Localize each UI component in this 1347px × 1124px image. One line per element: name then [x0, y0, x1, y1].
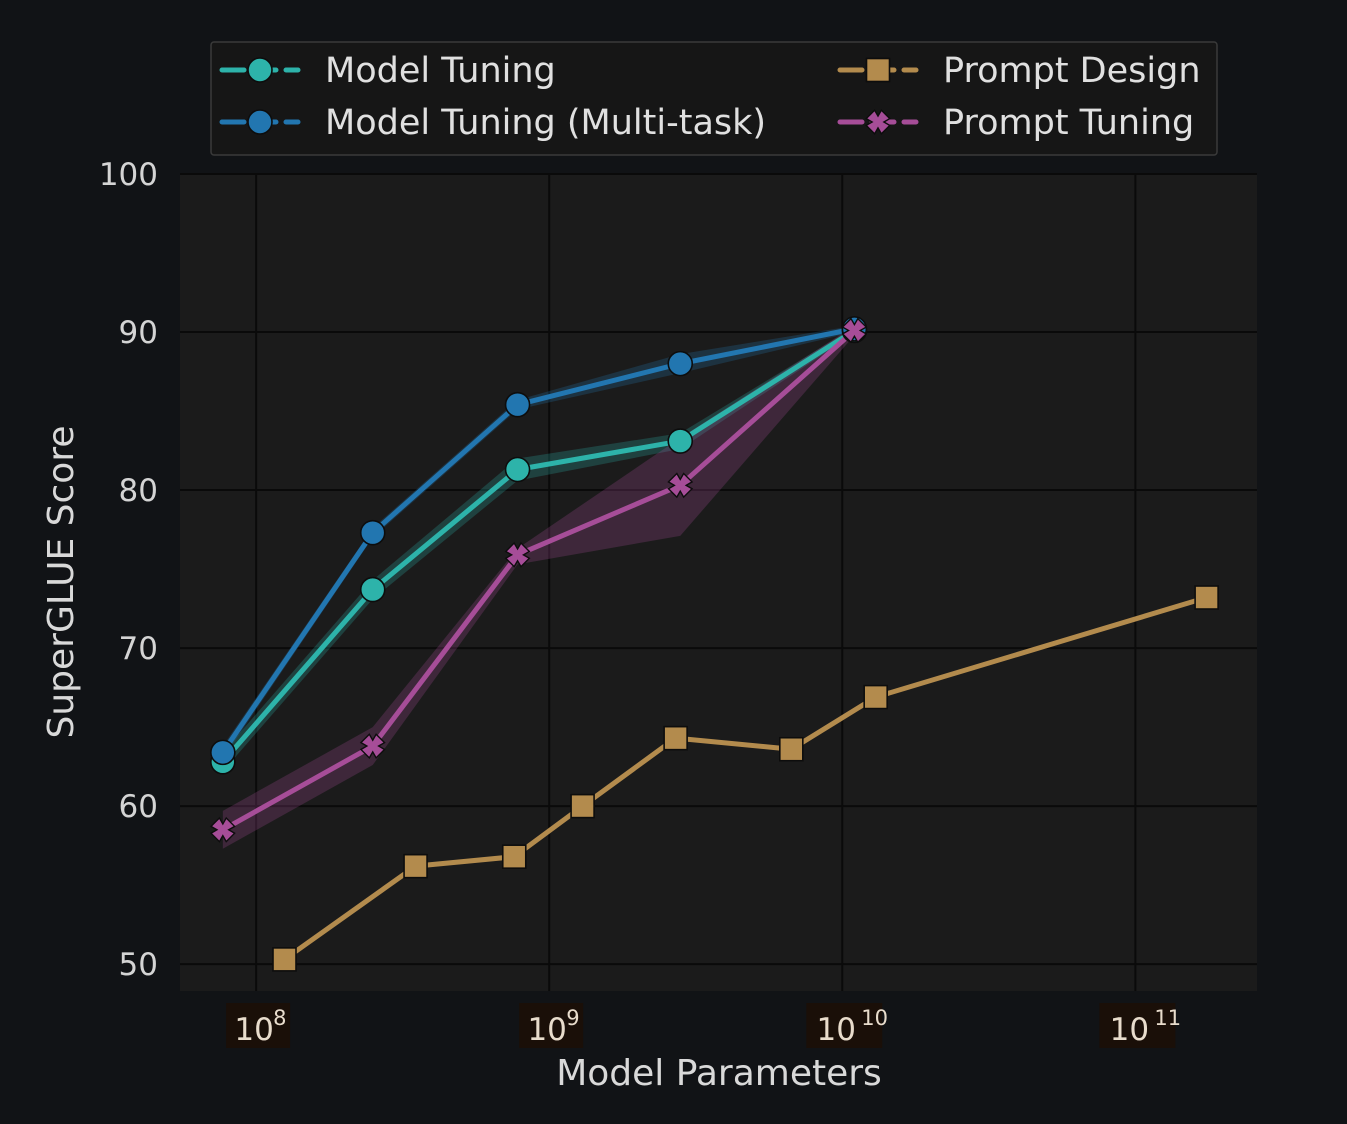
y-axis-title: SuperGLUE Score [41, 426, 82, 739]
prompt-design-point [663, 725, 688, 751]
model-tuning-multi-task-point [210, 739, 236, 766]
x-tick-label-box [806, 1003, 883, 1048]
prompt-design-point [403, 853, 428, 879]
x-tick-label-base: 10 [527, 1012, 566, 1048]
x-axis-ticks: 10 8 10 9 10 10 10 11 [226, 1003, 1181, 1048]
plot-area [180, 174, 1257, 991]
legend-box [210, 41, 1218, 156]
legend-label: Prompt Design [943, 51, 1201, 91]
prompt-design-point [779, 736, 804, 762]
x-tick-label-base: 10 [1110, 1012, 1149, 1048]
prompt-tuning-point [359, 733, 386, 759]
prompt-tuning-point [667, 472, 694, 499]
legend-marker [865, 109, 891, 135]
legend-marker [247, 109, 273, 135]
prompt-design-point [272, 947, 297, 972]
model-tuning-multi-task-point [359, 519, 386, 546]
legend-marker [865, 57, 891, 83]
legend: Model Tuning Prompt Design Model Tuning (M… [210, 41, 1218, 156]
prompt-design-line [282, 595, 1210, 962]
prompt-design-point [501, 844, 527, 869]
y-tick-label: 60 [119, 789, 158, 825]
y-tick-label: 50 [119, 947, 158, 983]
x-tick-label-base: 10 [817, 1012, 856, 1048]
prompt-tuning-point [841, 317, 868, 344]
prompt-design-point [863, 684, 888, 710]
legend-label: Prompt Tuning [943, 103, 1194, 143]
model-tuning-point [667, 428, 694, 454]
x-tick-label-exponent: 9 [566, 1006, 579, 1030]
y-tick-label: 100 [99, 157, 158, 193]
x-tick-label-exponent: 10 [861, 1006, 888, 1030]
prompt-tuning-band [222, 325, 855, 849]
y-tick-label: 80 [119, 473, 158, 509]
legend-label: Model Tuning [325, 51, 556, 91]
legend-marker [247, 57, 273, 83]
model-tuning-point [359, 576, 386, 603]
y-tick-label: 90 [119, 315, 158, 351]
model-tuning-point [504, 456, 531, 483]
y-tick-label: 70 [119, 631, 158, 667]
model-tuning-multi-task-point [667, 350, 694, 377]
prompt-design-point [570, 793, 595, 819]
x-tick-label-exponent: 11 [1154, 1006, 1181, 1030]
model-tuning-multi-task-point [504, 391, 531, 418]
x-tick-label-exponent: 8 [273, 1006, 286, 1030]
x-tick-label-box [226, 1003, 291, 1048]
y-axis-ticks: 50 60 70 80 90 100 [99, 157, 158, 983]
x-tick-label-box [519, 1003, 584, 1048]
legend-label: Model Tuning (Multi-task) [325, 103, 766, 143]
prompt-design-point [1194, 585, 1219, 610]
series-markers [209, 316, 1219, 972]
x-tick-label-base: 10 [234, 1012, 273, 1048]
prompt-tuning-point [504, 541, 531, 568]
x-tick-label-box [1099, 1003, 1176, 1048]
prompt-tuning-point [209, 816, 236, 843]
x-axis-title: Model Parameters [556, 1053, 882, 1094]
grid-lines [180, 173, 1257, 991]
